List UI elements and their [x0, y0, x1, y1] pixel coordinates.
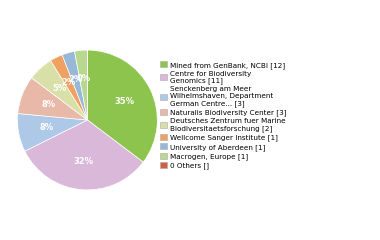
Text: 2%: 2%: [69, 75, 83, 84]
Wedge shape: [18, 78, 87, 120]
Wedge shape: [32, 60, 87, 120]
Text: 32%: 32%: [73, 157, 93, 166]
Wedge shape: [25, 120, 143, 190]
Wedge shape: [87, 50, 157, 162]
Text: 5%: 5%: [52, 84, 66, 94]
Legend: Mined from GenBank, NCBI [12], Centre for Biodiversity
Genomics [11], Senckenber: Mined from GenBank, NCBI [12], Centre fo…: [160, 61, 286, 169]
Wedge shape: [51, 55, 87, 120]
Wedge shape: [17, 114, 87, 151]
Text: 8%: 8%: [39, 123, 53, 132]
Text: 8%: 8%: [41, 100, 55, 109]
Wedge shape: [74, 50, 87, 120]
Wedge shape: [62, 51, 87, 120]
Text: 0%: 0%: [76, 74, 90, 83]
Text: 2%: 2%: [62, 78, 76, 87]
Text: 35%: 35%: [115, 97, 135, 106]
